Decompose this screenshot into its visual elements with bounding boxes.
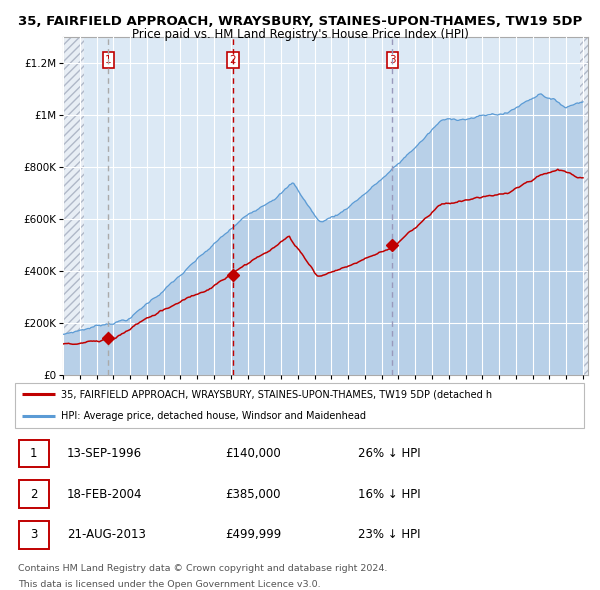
Text: 18-FEB-2004: 18-FEB-2004	[67, 487, 142, 501]
Bar	[63, 37, 84, 375]
Text: 16% ↓ HPI: 16% ↓ HPI	[358, 487, 420, 501]
Text: 35, FAIRFIELD APPROACH, WRAYSBURY, STAINES-UPON-THAMES, TW19 5DP: 35, FAIRFIELD APPROACH, WRAYSBURY, STAIN…	[18, 15, 582, 28]
Bar	[19, 480, 49, 508]
Text: 26% ↓ HPI: 26% ↓ HPI	[358, 447, 420, 460]
Text: 21-AUG-2013: 21-AUG-2013	[67, 528, 146, 541]
Text: 13-SEP-1996: 13-SEP-1996	[67, 447, 142, 460]
Bar	[19, 440, 49, 467]
Text: Contains HM Land Registry data © Crown copyright and database right 2024.: Contains HM Land Registry data © Crown c…	[18, 564, 387, 573]
Text: 2: 2	[230, 55, 236, 65]
Text: Price paid vs. HM Land Registry's House Price Index (HPI): Price paid vs. HM Land Registry's House …	[131, 28, 469, 41]
FancyBboxPatch shape	[15, 383, 584, 428]
Text: This data is licensed under the Open Government Licence v3.0.: This data is licensed under the Open Gov…	[18, 581, 320, 589]
Text: £499,999: £499,999	[225, 528, 281, 541]
Text: 3: 3	[389, 55, 396, 65]
Text: HPI: Average price, detached house, Windsor and Maidenhead: HPI: Average price, detached house, Wind…	[61, 411, 366, 421]
Text: 23% ↓ HPI: 23% ↓ HPI	[358, 528, 420, 541]
Bar	[19, 521, 49, 549]
Text: 3: 3	[30, 528, 38, 541]
Text: 2: 2	[30, 487, 38, 501]
Bar	[580, 37, 588, 375]
Text: £385,000: £385,000	[225, 487, 281, 501]
Text: 1: 1	[30, 447, 38, 460]
Text: 1: 1	[105, 55, 112, 65]
Text: 35, FAIRFIELD APPROACH, WRAYSBURY, STAINES-UPON-THAMES, TW19 5DP (detached h: 35, FAIRFIELD APPROACH, WRAYSBURY, STAIN…	[61, 389, 492, 399]
Text: £140,000: £140,000	[225, 447, 281, 460]
